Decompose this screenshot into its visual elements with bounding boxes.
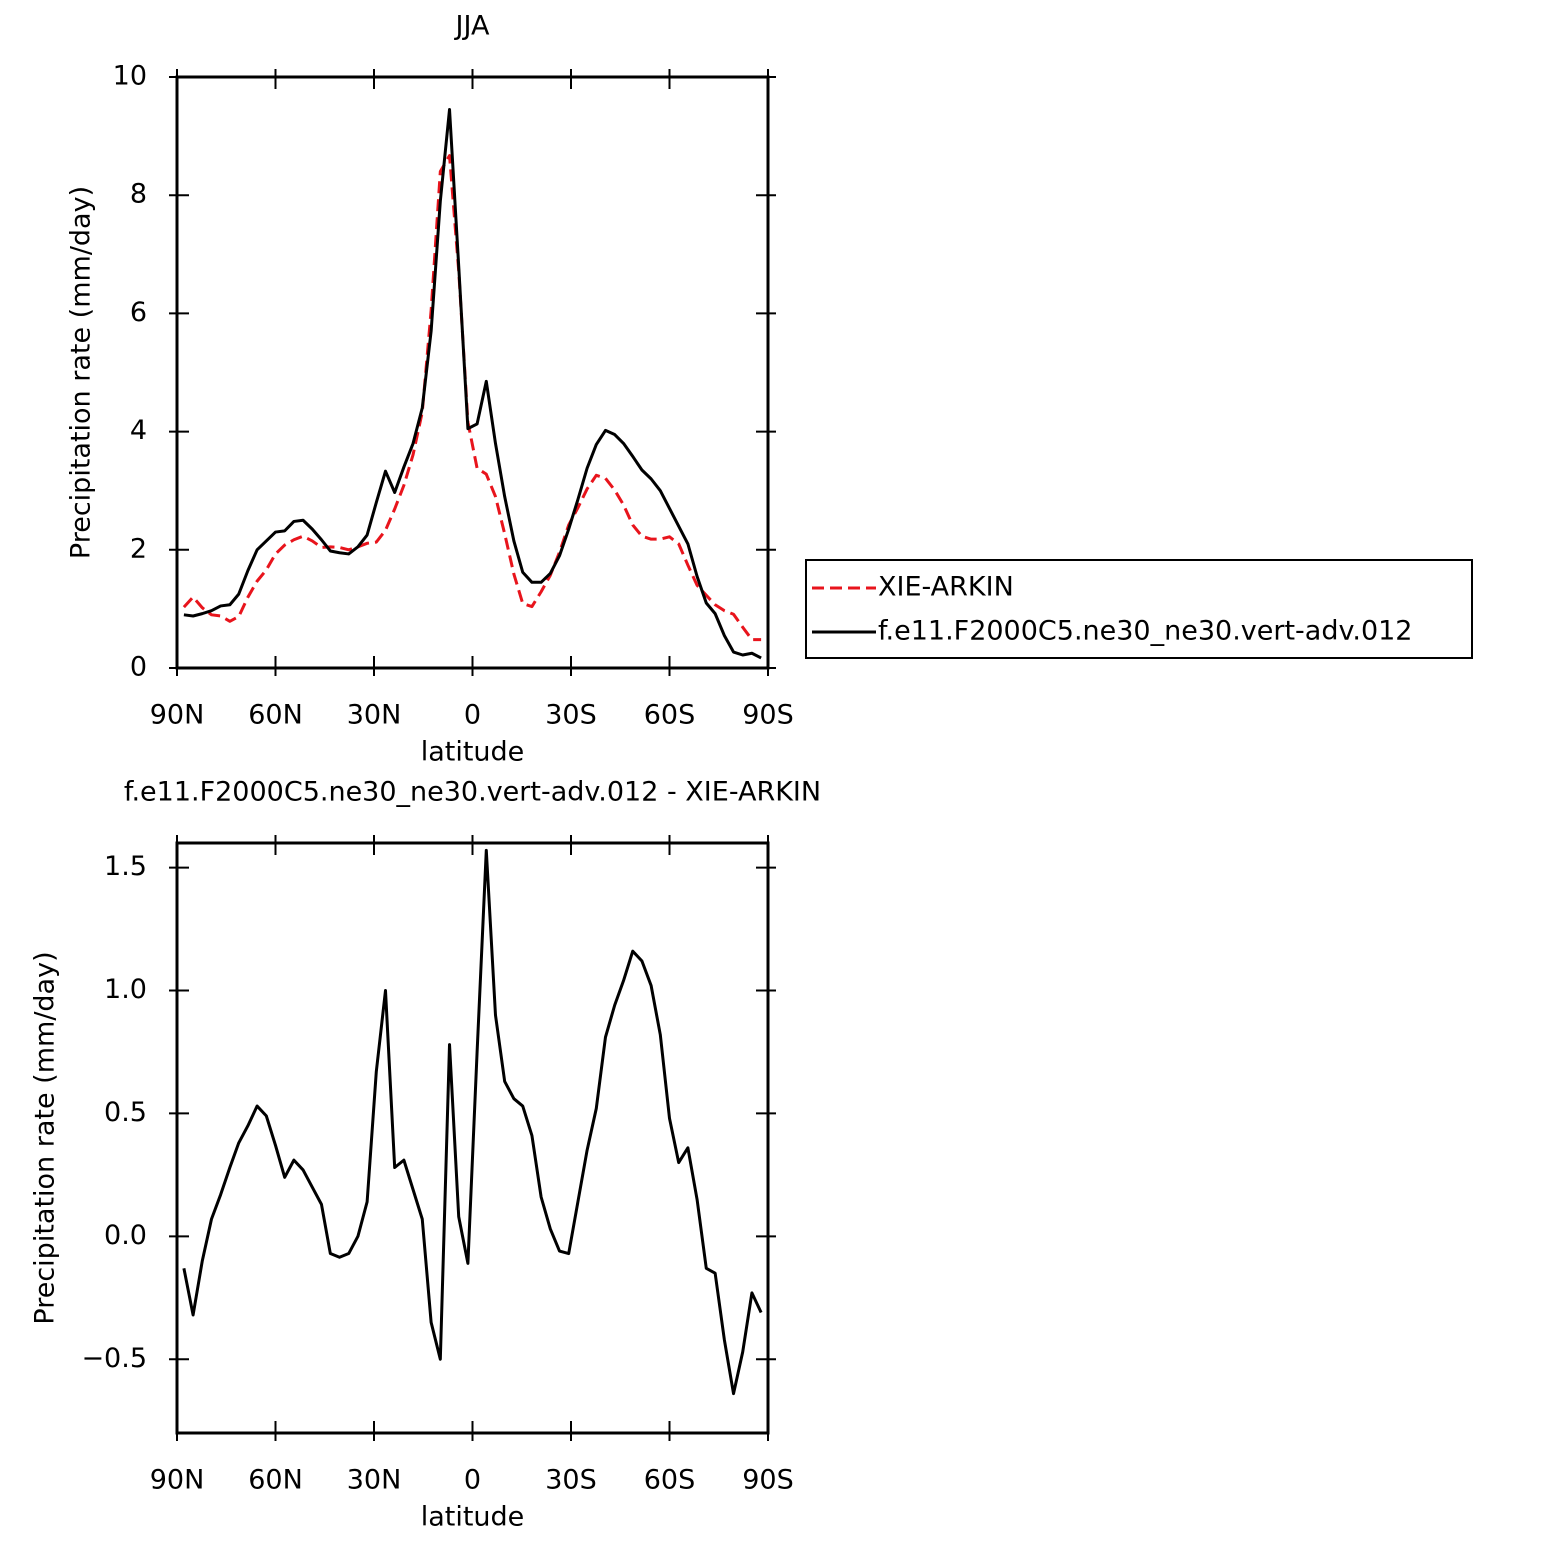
y-axis-label: Precipitation rate (mm/day) (66, 186, 97, 559)
plot-frame (175, 75, 770, 670)
y-tick-label: 0 (130, 652, 147, 683)
y-tick-label: 0.5 (104, 1097, 147, 1128)
x-tick-label: 60N (248, 1465, 303, 1496)
x-tick-label: 30N (347, 700, 402, 731)
data-line (182, 154, 762, 642)
legend-label: XIE-ARKIN (878, 572, 1014, 603)
x-tick-label: 30S (545, 1465, 597, 1496)
y-tick-label: 10 (113, 61, 147, 92)
x-tick-label: 30N (347, 1465, 402, 1496)
legend-label: f.e11.F2000C5.ne30_ne30.vert-adv.012 (878, 616, 1412, 647)
y-tick-label: −0.5 (81, 1343, 147, 1374)
x-tick-label: 90N (150, 1465, 205, 1496)
x-tick-label: 30S (545, 700, 597, 731)
y-tick-label: 1.5 (104, 851, 147, 882)
data-line (183, 108, 762, 660)
x-axis-label: latitude (421, 737, 525, 768)
chart-title: JJA (454, 11, 490, 42)
legend-box (805, 559, 1473, 659)
x-tick-label: 0 (464, 1465, 481, 1496)
x-axis-label: latitude (421, 1502, 525, 1533)
y-axis-label: Precipitation rate (mm/day) (30, 951, 61, 1324)
y-tick-label: 1.0 (104, 974, 147, 1005)
y-tick-label: 6 (130, 297, 147, 328)
x-tick-label: 90S (742, 700, 794, 731)
x-tick-label: 90N (150, 700, 205, 731)
x-tick-label: 60S (644, 1465, 696, 1496)
chart-title: f.e11.F2000C5.ne30_ne30.vert-adv.012 - X… (124, 777, 821, 808)
y-tick-label: 4 (130, 415, 147, 446)
y-tick-label: 8 (130, 179, 147, 210)
y-tick-label: 0.0 (104, 1220, 147, 1251)
x-tick-label: 60N (248, 700, 303, 731)
data-line (182, 848, 763, 1396)
y-tick-label: 2 (130, 533, 147, 564)
x-tick-label: 60S (644, 700, 696, 731)
x-tick-label: 90S (742, 1465, 794, 1496)
x-tick-label: 0 (464, 700, 481, 731)
